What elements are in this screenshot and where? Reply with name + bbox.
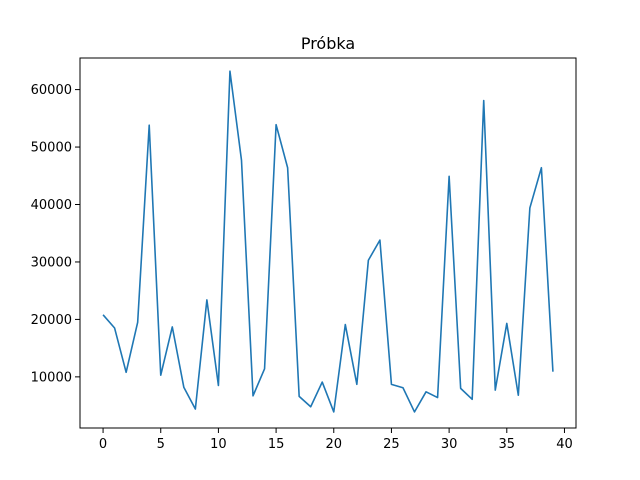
y-tick-label: 30000 bbox=[31, 255, 72, 270]
y-tick-label: 10000 bbox=[31, 370, 72, 385]
x-tick-label: 25 bbox=[383, 437, 400, 452]
y-tick-label: 20000 bbox=[31, 313, 72, 328]
plot-area: 0 5 10 15 20 25 30 35 40 10000 20000 30000 40000 5000… bbox=[31, 70, 573, 452]
series-line bbox=[102, 70, 554, 413]
y-tick-label: 60000 bbox=[31, 83, 72, 98]
y-tick-label: 50000 bbox=[31, 141, 72, 156]
x-tick-label: 10 bbox=[210, 437, 227, 452]
x-tick-label: 30 bbox=[441, 437, 458, 452]
x-tick-label: 5 bbox=[157, 437, 165, 452]
y-tick-label: 40000 bbox=[31, 198, 72, 213]
x-tick-label: 40 bbox=[556, 437, 573, 452]
x-tick-label: 15 bbox=[268, 437, 285, 452]
x-tick-label: 35 bbox=[499, 437, 516, 452]
plot-frame bbox=[79, 57, 577, 429]
x-tick-label: 0 bbox=[99, 437, 107, 452]
chart-title: Próbka bbox=[301, 34, 355, 53]
x-tick-label: 20 bbox=[325, 437, 342, 452]
